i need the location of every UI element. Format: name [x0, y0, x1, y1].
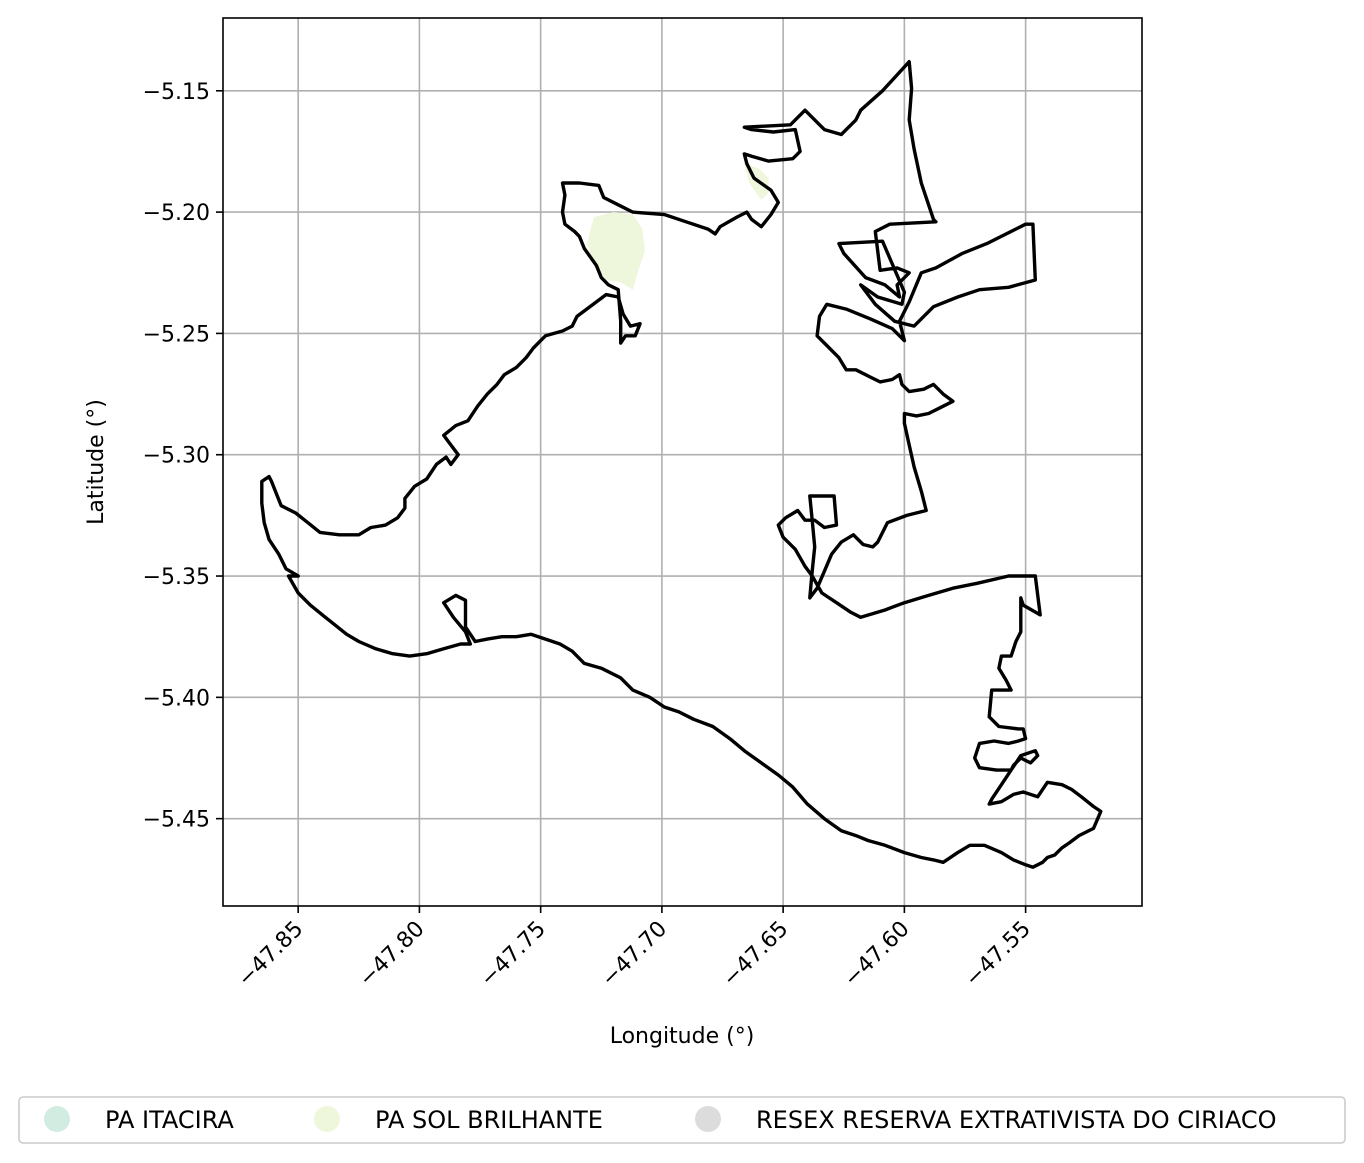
legend-marker [314, 1106, 340, 1132]
legend-frame [18, 1096, 1346, 1144]
legend-marker [44, 1106, 70, 1132]
x-tick-label: −47.60 [839, 917, 914, 992]
legend-label: RESEX RESERVA EXTRATIVISTA DO CIRIACO [756, 1106, 1277, 1134]
plot-area-frame [222, 17, 1143, 907]
legend-entry: RESEX RESERVA EXTRATIVISTA DO CIRIACO [695, 1106, 1277, 1134]
regions-layer [586, 163, 769, 290]
y-tick-label: −5.45 [143, 808, 210, 833]
legend-entry: PA ITACIRA [44, 1106, 234, 1134]
x-tick-label: −47.65 [718, 917, 793, 992]
boundary-layer [260, 60, 1103, 869]
legend: PA ITACIRA PA SOL BRILHANTE RESEX RESERVA … [18, 1096, 1346, 1144]
x-tick-label: −47.70 [597, 917, 672, 992]
y-tick-label: −5.25 [143, 322, 210, 347]
gridlines [223, 18, 1142, 906]
y-axis-title: Latitude (°) [84, 399, 109, 525]
y-tick-label: −5.35 [143, 565, 210, 590]
x-axis-title: Longitude (°) [610, 1024, 755, 1049]
x-axis: −47.85 −47.80 −47.75 −47.70 −47.65 −47.60 −47.… [233, 906, 1036, 992]
legend-entry: PA SOL BRILHANTE [314, 1106, 603, 1134]
y-tick-label: −5.20 [143, 201, 210, 226]
x-tick-label: −47.75 [476, 917, 551, 992]
y-tick-label: −5.30 [143, 444, 210, 469]
x-tick-label: −47.85 [233, 917, 308, 992]
region-sol-brilhante [586, 212, 645, 290]
y-tick-label: −5.40 [143, 686, 210, 711]
legend-label: PA ITACIRA [105, 1106, 234, 1134]
legend-marker [695, 1106, 721, 1132]
x-tick-label: −47.55 [961, 917, 1036, 992]
y-axis: −5.15 −5.20 −5.25 −5.30 −5.35 −5.40 −5.45 [143, 80, 223, 833]
boundary-outline [260, 60, 1103, 869]
x-tick-label: −47.80 [354, 917, 429, 992]
legend-label: PA SOL BRILHANTE [375, 1106, 603, 1134]
y-tick-label: −5.15 [143, 80, 210, 105]
